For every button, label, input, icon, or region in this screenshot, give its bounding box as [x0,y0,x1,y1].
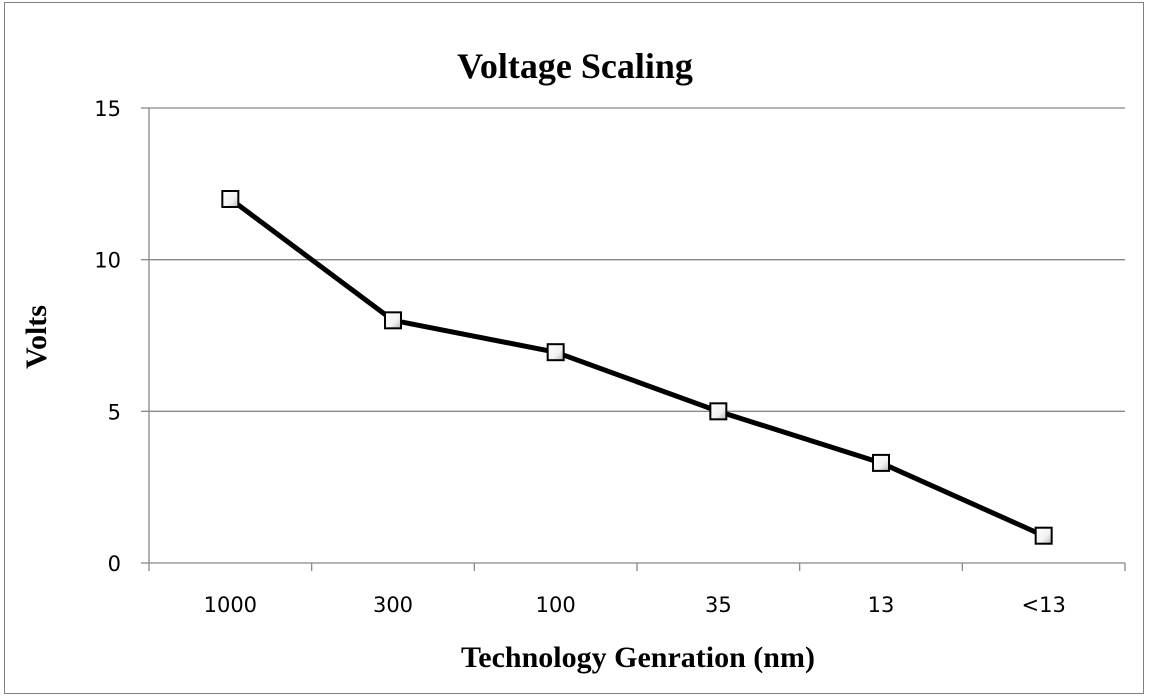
x-tick-label: 35 [705,593,732,617]
y-tick-label: 10 [94,249,121,273]
y-tick-label: 5 [108,400,121,424]
data-point-marker [384,311,402,330]
chart-frame [4,2,1144,694]
x-tick-label: 300 [373,593,413,617]
y-tick-label: 0 [108,552,121,576]
y-tick-label: 15 [94,97,121,121]
y-axis-title: Volts [20,305,53,369]
data-point-marker [872,453,890,472]
chart-title: Voltage Scaling [457,46,693,86]
data-point-marker [1034,526,1053,545]
x-tick-label: <13 [1022,593,1066,617]
x-axis-title: Technology Genration (nm) [461,641,815,674]
axes [141,107,1126,571]
x-tick-label: 13 [868,593,895,617]
series-volts [221,190,1053,545]
data-point-marker [221,190,240,208]
x-tick-label: 1000 [204,593,257,617]
series-line [228,196,1045,538]
data-point-marker [709,402,728,421]
x-tick-label: 100 [536,593,576,617]
tick-labels: 0 5 10 15 1000 300 100 35 13 <13 [94,97,1066,617]
data-point-marker [546,343,565,362]
gridlines [149,107,1125,412]
